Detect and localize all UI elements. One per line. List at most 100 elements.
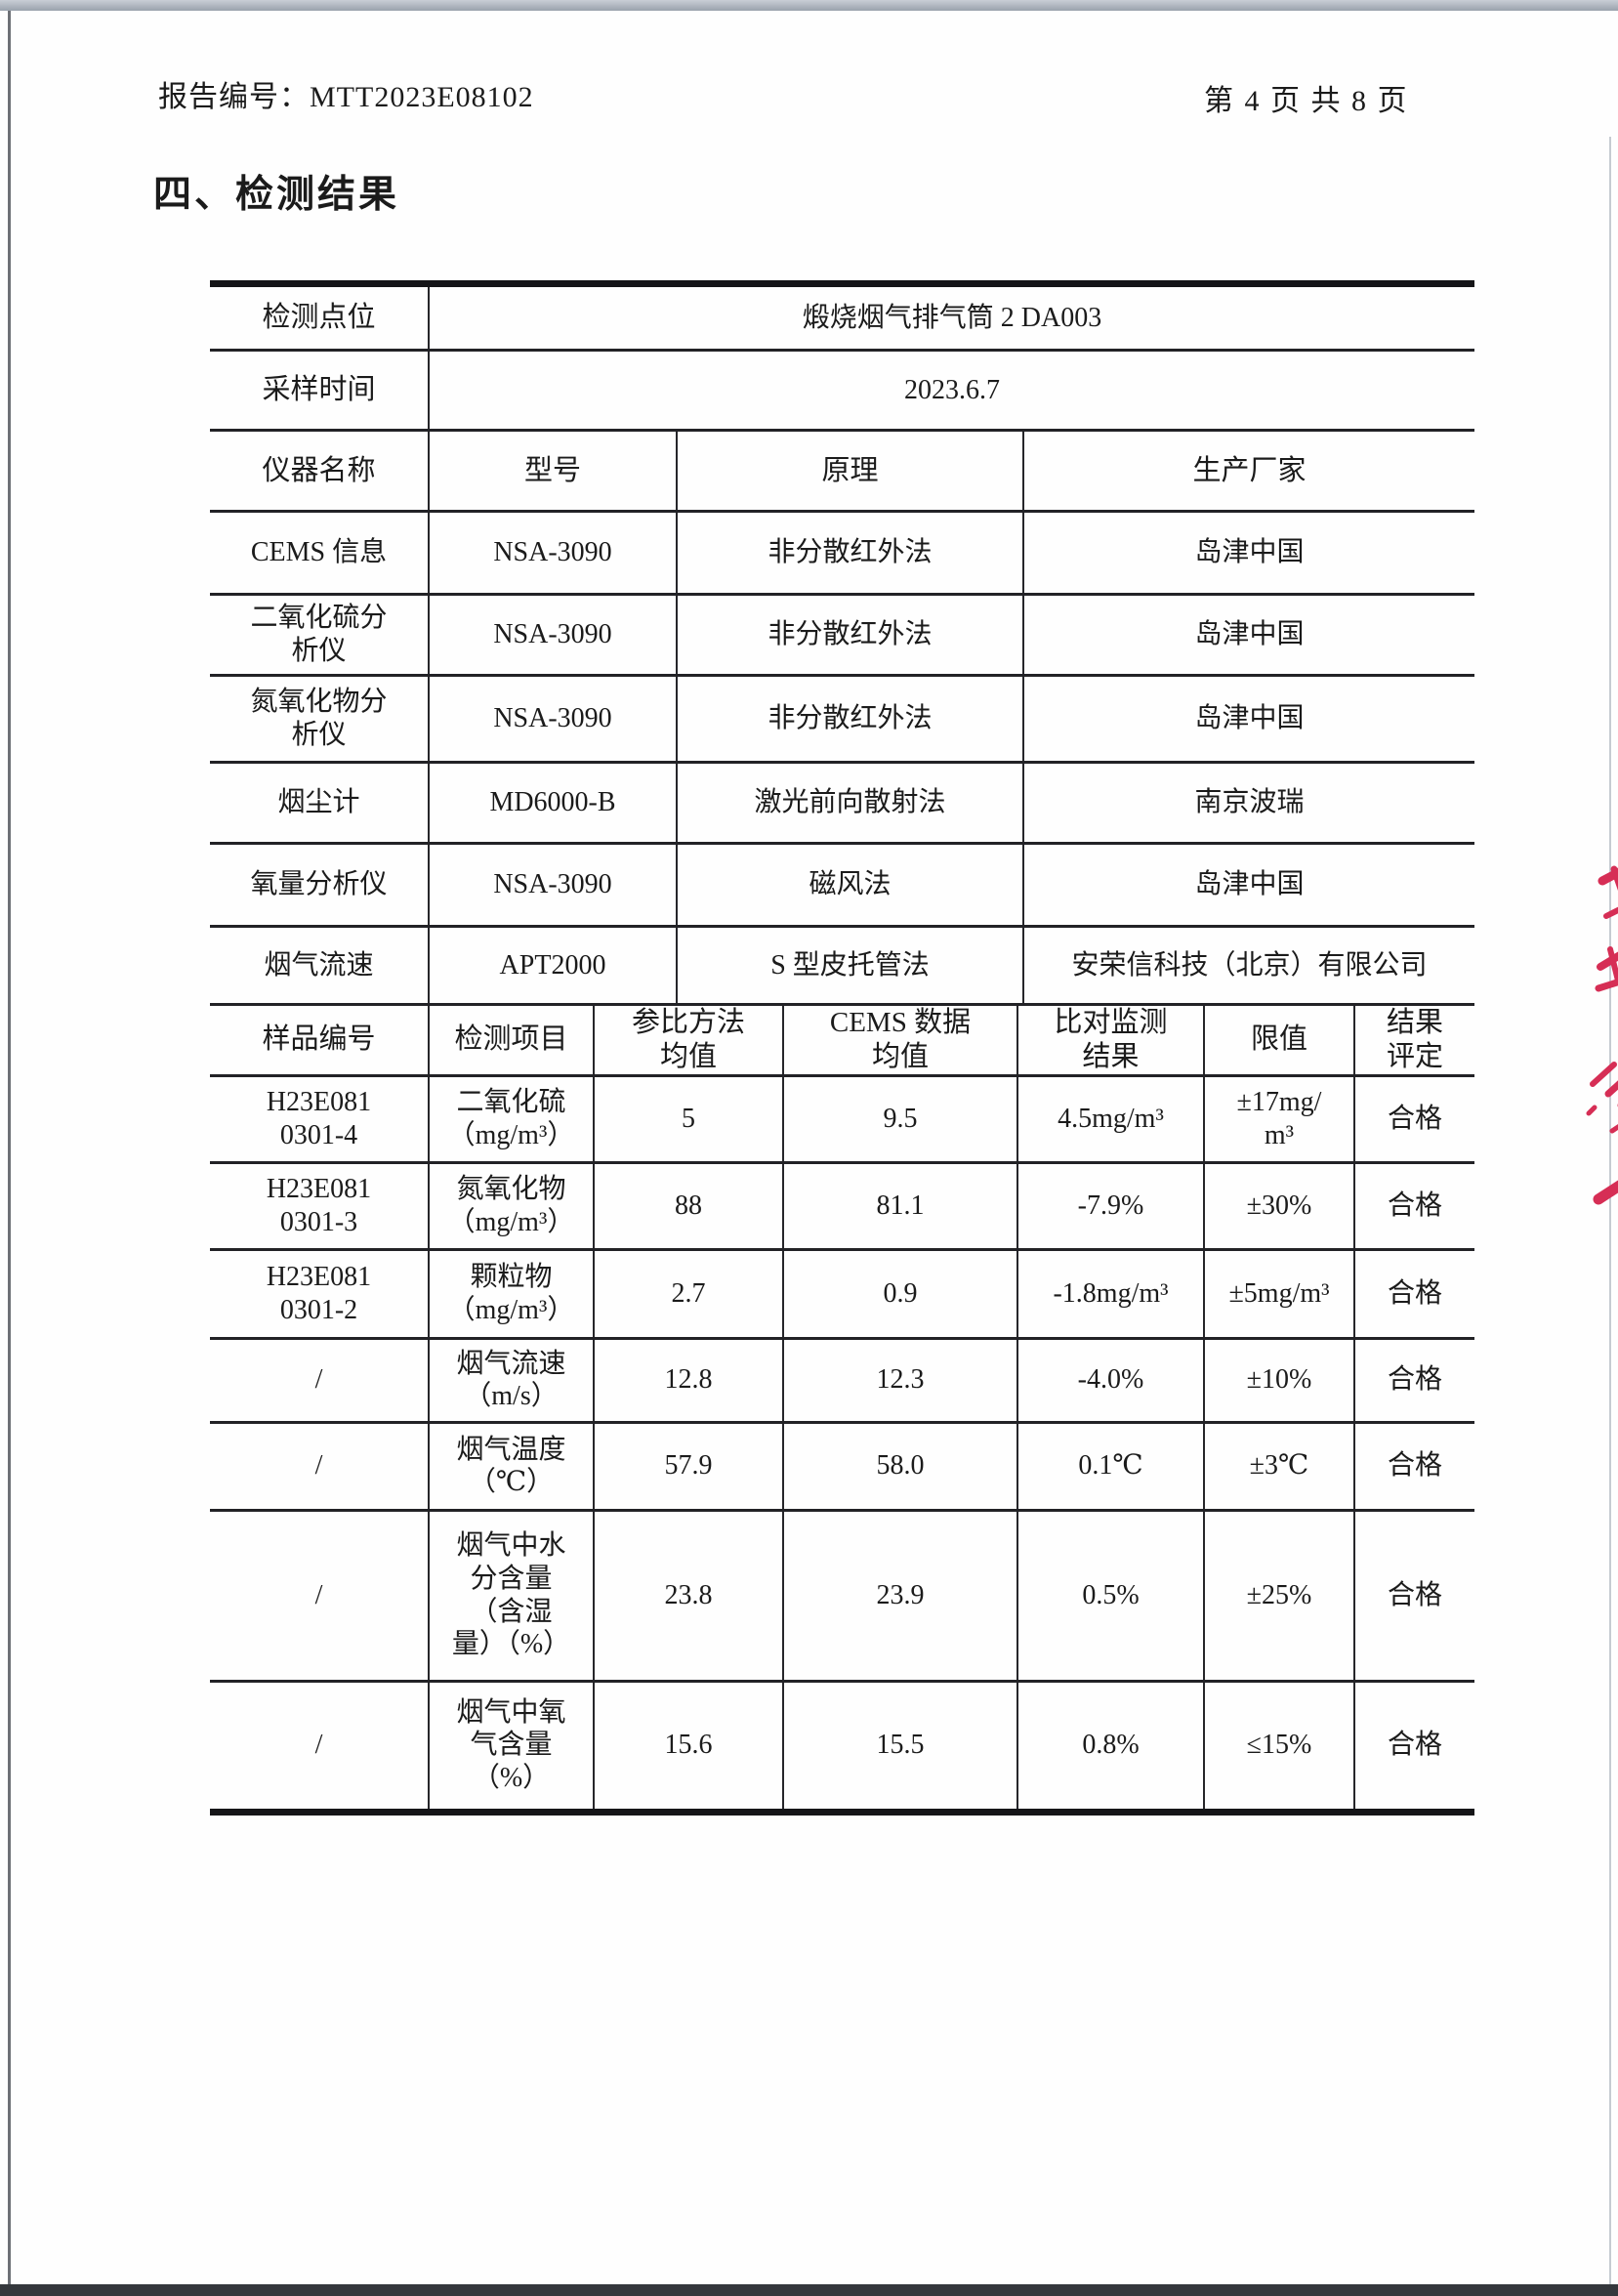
cell-sample-id: / bbox=[210, 1679, 430, 1814]
instrument-name: 二氧化硫分 析仪 bbox=[210, 593, 430, 677]
instrument-principle: 非分散红外法 bbox=[676, 593, 1024, 677]
results-section: 检测点位 煅烧烟气排气筒 2 DA003 采样时间 2023.6.7 仪器名称 … bbox=[210, 280, 1475, 1816]
table-row-time: 采样时间 2023.6.7 bbox=[210, 349, 1475, 432]
cell-ref-mean: 15.6 bbox=[593, 1679, 784, 1814]
table-row-result: H23E081 0301-4 二氧化硫 （mg/m³） 5 9.5 4.5mg/… bbox=[210, 1073, 1474, 1164]
cell-limit: ±30% bbox=[1203, 1160, 1355, 1251]
cell-verdict: 合格 bbox=[1353, 1073, 1474, 1164]
table-row-result: / 烟气流速 （m/s） 12.8 12.3 -4.0% ±10% 合格 bbox=[210, 1336, 1474, 1424]
cell-item: 氮氧化物 （mg/m³） bbox=[428, 1160, 595, 1251]
cell-verdict: 合格 bbox=[1353, 1247, 1474, 1340]
col-header-sample-id: 样品编号 bbox=[210, 1006, 430, 1077]
table-row-result: H23E081 0301-3 氮氧化物 （mg/m³） 88 81.1 -7.9… bbox=[210, 1160, 1474, 1251]
col-header-limit: 限值 bbox=[1203, 1006, 1355, 1077]
table-row-instrument: 二氧化硫分 析仪 NSA-3090 非分散红外法 岛津中国 bbox=[210, 593, 1475, 677]
scan-edge-bottom bbox=[0, 2284, 1618, 2296]
instrument-principle: 非分散红外法 bbox=[676, 510, 1024, 596]
red-stamp-fragment bbox=[1585, 852, 1618, 1232]
cell-sample-id: / bbox=[210, 1508, 430, 1683]
instrument-manufacturer: 岛津中国 bbox=[1021, 674, 1475, 764]
instrument-name: 烟尘计 bbox=[210, 761, 430, 845]
cell-sample-id: H23E081 0301-3 bbox=[210, 1160, 430, 1251]
cell-verdict: 合格 bbox=[1353, 1508, 1474, 1683]
cell-limit: ±5mg/m³ bbox=[1203, 1247, 1355, 1340]
cell-compare: -4.0% bbox=[1016, 1336, 1205, 1424]
scan-edge-left bbox=[8, 11, 11, 2296]
instrument-model: NSA-3090 bbox=[428, 510, 678, 596]
section-title: 四、检测结果 bbox=[153, 174, 400, 216]
cell-verdict: 合格 bbox=[1353, 1336, 1474, 1424]
cell-sample-id: / bbox=[210, 1420, 430, 1512]
table-row-instrument: 氧量分析仪 NSA-3090 磁风法 岛津中国 bbox=[210, 842, 1475, 928]
cell-compare: 4.5mg/m³ bbox=[1016, 1073, 1205, 1164]
cell-ref-mean: 2.7 bbox=[593, 1247, 784, 1340]
cell-verdict: 合格 bbox=[1353, 1679, 1474, 1814]
cell-item: 烟气温度 （℃） bbox=[428, 1420, 595, 1512]
scan-edge-top bbox=[0, 0, 1618, 11]
instrument-name: CEMS 信息 bbox=[210, 510, 430, 596]
instrument-manufacturer: 岛津中国 bbox=[1021, 842, 1475, 928]
instrument-model: NSA-3090 bbox=[428, 593, 678, 677]
cell-cems-mean: 23.9 bbox=[782, 1508, 1018, 1683]
table-row-result: / 烟气中氧 气含量 （%） 15.6 15.5 0.8% ≤15% 合格 bbox=[210, 1679, 1474, 1814]
table-row-instrument: CEMS 信息 NSA-3090 非分散红外法 岛津中国 bbox=[210, 510, 1475, 596]
col-header-model: 型号 bbox=[428, 429, 678, 513]
instrument-manufacturer: 安荣信科技（北京）有限公司 bbox=[1021, 925, 1475, 1006]
col-header-verdict: 结果 评定 bbox=[1353, 1006, 1474, 1077]
cell-item: 烟气中水 分含量 （含湿 量）（%） bbox=[428, 1508, 595, 1683]
cell-compare: 0.8% bbox=[1016, 1679, 1205, 1814]
report-number: 报告编号：MTT2023E08102 bbox=[158, 81, 534, 113]
cell-ref-mean: 12.8 bbox=[593, 1336, 784, 1424]
cell-sample-id: / bbox=[210, 1336, 430, 1424]
cell-limit: ±25% bbox=[1203, 1508, 1355, 1683]
col-header-cems-mean: CEMS 数据 均值 bbox=[782, 1006, 1018, 1077]
cell-cems-mean: 81.1 bbox=[782, 1160, 1018, 1251]
instrument-name: 氮氧化物分 析仪 bbox=[210, 674, 430, 764]
cell-cems-mean: 0.9 bbox=[782, 1247, 1018, 1340]
table-row-instrument: 氮氧化物分 析仪 NSA-3090 非分散红外法 岛津中国 bbox=[210, 674, 1475, 764]
instrument-name: 烟气流速 bbox=[210, 925, 430, 1006]
cell-verdict: 合格 bbox=[1353, 1160, 1474, 1251]
cell-compare: 0.5% bbox=[1016, 1508, 1205, 1683]
instrument-principle: 磁风法 bbox=[676, 842, 1024, 928]
time-label: 采样时间 bbox=[210, 349, 430, 432]
instrument-model: NSA-3090 bbox=[428, 842, 678, 928]
col-header-name: 仪器名称 bbox=[210, 429, 430, 513]
point-label: 检测点位 bbox=[210, 282, 430, 352]
cell-item: 烟气中氧 气含量 （%） bbox=[428, 1679, 595, 1814]
point-value: 煅烧烟气排气筒 2 DA003 bbox=[427, 282, 1475, 352]
instrument-model: NSA-3090 bbox=[428, 674, 678, 764]
cell-compare: -1.8mg/m³ bbox=[1016, 1247, 1205, 1340]
instrument-info-table: 检测点位 煅烧烟气排气筒 2 DA003 采样时间 2023.6.7 仪器名称 … bbox=[210, 280, 1475, 1006]
cell-sample-id: H23E081 0301-2 bbox=[210, 1247, 430, 1340]
cell-cems-mean: 9.5 bbox=[782, 1073, 1018, 1164]
col-header-item: 检测项目 bbox=[428, 1006, 595, 1077]
cell-item: 二氧化硫 （mg/m³） bbox=[428, 1073, 595, 1164]
instrument-manufacturer: 岛津中国 bbox=[1021, 593, 1475, 677]
col-header-ref-mean: 参比方法 均值 bbox=[593, 1006, 784, 1077]
cell-cems-mean: 58.0 bbox=[782, 1420, 1018, 1512]
scan-edge-right bbox=[1609, 137, 1611, 2296]
page-indicator: 第 4 页 共 8 页 bbox=[1204, 85, 1409, 117]
instrument-manufacturer: 岛津中国 bbox=[1021, 510, 1475, 596]
table-row-point: 检测点位 煅烧烟气排气筒 2 DA003 bbox=[210, 282, 1475, 352]
table-row-result: H23E081 0301-2 颗粒物 （mg/m³） 2.7 0.9 -1.8m… bbox=[210, 1247, 1474, 1340]
instrument-header-row: 仪器名称 型号 原理 生产厂家 bbox=[210, 429, 1475, 513]
instrument-model: MD6000-B bbox=[428, 761, 678, 845]
cell-item: 颗粒物 （mg/m³） bbox=[428, 1247, 595, 1340]
comparison-results-table: 样品编号 检测项目 参比方法 均值 CEMS 数据 均值 比对监测 结果 限值 … bbox=[210, 1006, 1474, 1816]
col-header-manufacturer: 生产厂家 bbox=[1021, 429, 1475, 513]
cell-verdict: 合格 bbox=[1353, 1420, 1474, 1512]
col-header-principle: 原理 bbox=[676, 429, 1024, 513]
table-row-instrument: 烟尘计 MD6000-B 激光前向散射法 南京波瑞 bbox=[210, 761, 1475, 845]
cell-ref-mean: 57.9 bbox=[593, 1420, 784, 1512]
table-row-result: / 烟气温度 （℃） 57.9 58.0 0.1℃ ±3℃ 合格 bbox=[210, 1420, 1474, 1512]
instrument-manufacturer: 南京波瑞 bbox=[1021, 761, 1475, 845]
cell-compare: 0.1℃ bbox=[1016, 1420, 1205, 1512]
results-header-row: 样品编号 检测项目 参比方法 均值 CEMS 数据 均值 比对监测 结果 限值 … bbox=[210, 1006, 1474, 1077]
cell-compare: -7.9% bbox=[1016, 1160, 1205, 1251]
instrument-principle: 非分散红外法 bbox=[676, 674, 1024, 764]
cell-item: 烟气流速 （m/s） bbox=[428, 1336, 595, 1424]
cell-limit: ±3℃ bbox=[1203, 1420, 1355, 1512]
